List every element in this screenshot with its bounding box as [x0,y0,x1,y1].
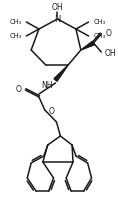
Text: NH: NH [41,81,53,89]
Text: CH₃: CH₃ [93,33,106,39]
Text: CH₃: CH₃ [9,19,21,25]
Text: OH: OH [52,3,63,13]
Text: CH₃: CH₃ [93,19,106,25]
Text: CH₃: CH₃ [9,33,21,39]
Text: OH: OH [104,49,116,59]
Text: O: O [105,28,111,38]
Text: N: N [54,15,61,23]
Text: O: O [49,106,55,116]
Polygon shape [81,41,94,50]
Polygon shape [54,65,68,81]
Text: O: O [16,85,21,95]
